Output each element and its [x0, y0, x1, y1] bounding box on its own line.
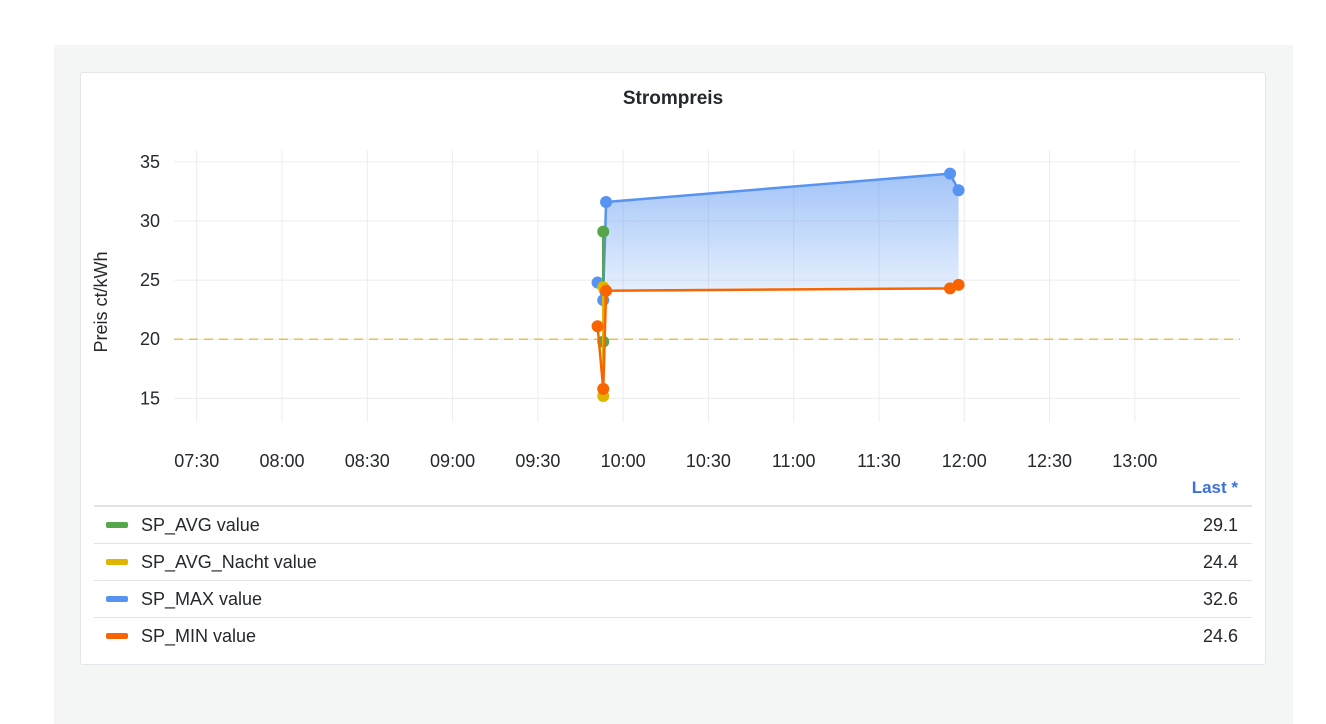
x-tick-label: 13:00 — [1112, 451, 1157, 471]
legend-item[interactable]: SP_AVG value 29.1 — [94, 507, 1252, 544]
y-tick-label: 15 — [140, 388, 160, 408]
legend-series-name[interactable]: SP_AVG value — [141, 515, 260, 535]
x-tick-label: 12:00 — [942, 451, 987, 471]
legend-item[interactable]: SP_MAX value 32.6 — [94, 581, 1252, 618]
sp-min-value-point — [591, 320, 604, 333]
sp-max-value-point — [600, 196, 613, 209]
x-tick-label: 08:30 — [345, 451, 390, 471]
x-tick-label: 07:30 — [174, 451, 219, 471]
y-tick-label: 20 — [140, 329, 160, 349]
x-tick-label: 12:30 — [1027, 451, 1072, 471]
sp-max-fill-area — [606, 173, 959, 291]
legend-item[interactable]: SP_MIN value 24.6 — [94, 618, 1252, 655]
sp-min-value-line — [596, 283, 960, 391]
legend-last-value: 24.4 — [1202, 552, 1238, 572]
x-tick-label: 09:30 — [515, 451, 560, 471]
chart-panel: Strompreis — [80, 72, 1266, 665]
sp-avg-value-point — [597, 225, 610, 238]
sp-min-value-point — [597, 382, 610, 395]
sp-min-value-point — [600, 284, 613, 297]
legend-series-name[interactable]: SP_MIN value — [141, 626, 257, 646]
legend-color-swatch[interactable] — [106, 559, 128, 565]
x-tick-label: 10:30 — [686, 451, 731, 471]
legend-item[interactable]: SP_AVG_Nacht value 24.4 — [94, 544, 1252, 581]
sp-max-value-point — [952, 184, 965, 197]
x-tick-label: 11:00 — [772, 451, 816, 471]
legend-table: Last * SP_AVG value 29.1 SP_AVG_Nacht va… — [94, 475, 1252, 655]
x-tick-label: 09:00 — [430, 451, 475, 471]
legend-color-swatch[interactable] — [106, 596, 128, 602]
sp-min-value-point — [952, 278, 965, 291]
legend-last-value: 29.1 — [1202, 515, 1238, 535]
panel-title[interactable]: Strompreis — [622, 88, 724, 109]
sp-max-value-point — [944, 167, 957, 180]
y-tick-label: 35 — [140, 152, 160, 172]
legend-sort-header[interactable]: Last * — [94, 475, 1252, 507]
y-axis-label: Preis ct/kWh — [91, 251, 111, 352]
y-tick-label: 25 — [140, 270, 160, 290]
line-chart: 15 20 25 30 35 07:30 08:00 08:30 09:00 09:30 10:00… — [91, 150, 1240, 471]
legend-color-swatch[interactable] — [106, 633, 128, 639]
legend-series-name[interactable]: SP_AVG_Nacht value — [141, 552, 317, 572]
y-tick-label: 30 — [140, 211, 160, 231]
legend-last-value: 24.6 — [1202, 626, 1238, 646]
legend-series-name[interactable]: SP_MAX value — [141, 589, 263, 609]
x-tick-label: 11:30 — [857, 451, 901, 471]
x-tick-label: 08:00 — [259, 451, 304, 471]
legend-color-swatch[interactable] — [106, 522, 128, 528]
x-tick-label: 10:00 — [601, 451, 646, 471]
legend-last-value: 32.6 — [1202, 589, 1238, 609]
